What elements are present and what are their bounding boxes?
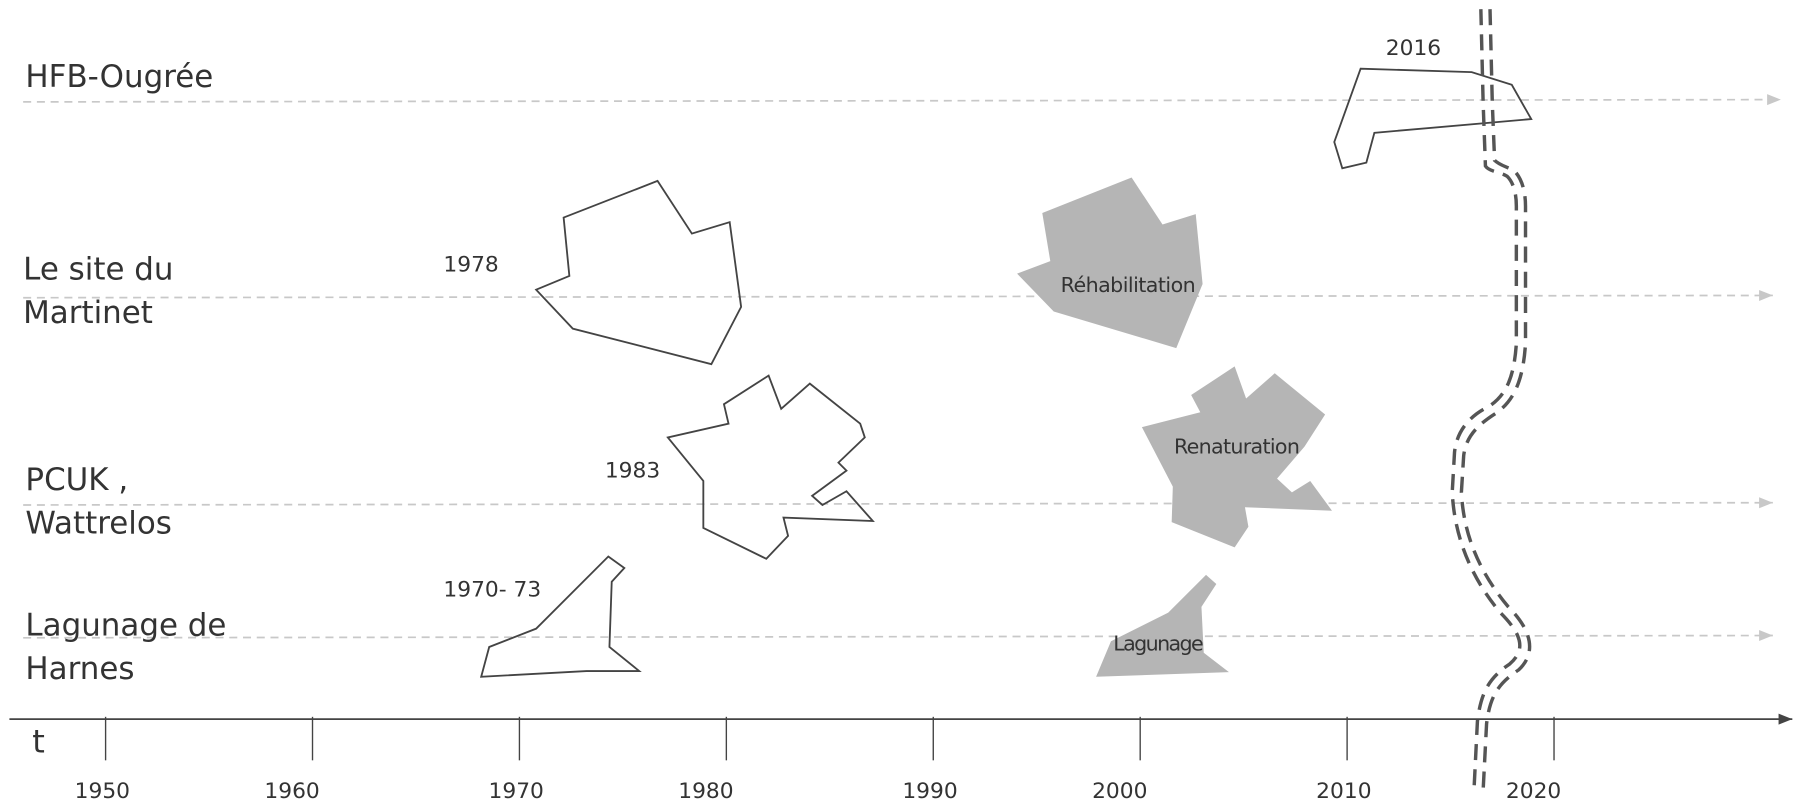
- tick-label: 1990: [902, 779, 957, 804]
- row-guide: [23, 497, 1773, 509]
- tick-label: 2000: [1092, 779, 1147, 804]
- dashed-line: [1450, 9, 1522, 791]
- row-label-line: Martinet: [23, 295, 153, 331]
- year-labels: 2016 1978 1983 1970- 73: [443, 36, 1441, 603]
- present-line: [1450, 9, 1532, 791]
- row-label-line: Le site du: [23, 251, 173, 287]
- row-label: PCUK , Wattrelos: [25, 462, 171, 542]
- outline-shapes: [479, 67, 1533, 678]
- time-axis: t 1950 1960 1970 1980 1990 2000 2010 2020: [9, 713, 1793, 804]
- row-label-line: Wattrelos: [25, 506, 171, 542]
- tick-label: 1980: [678, 779, 733, 804]
- site-shape: [534, 179, 743, 366]
- stage-labels: Réhabilitation Renaturation Lagunage: [1061, 273, 1300, 655]
- tick-label: 1950: [75, 779, 130, 804]
- row-label-line: PCUK ,: [25, 462, 128, 498]
- row-guide: [23, 630, 1773, 642]
- year-label: 1978: [443, 252, 498, 277]
- tick-label: 1960: [264, 779, 319, 804]
- dashed-line: [1459, 9, 1532, 791]
- stage-shape: [1096, 574, 1229, 677]
- row-label: HFB-Ougrée: [25, 59, 213, 95]
- year-label: 2016: [1386, 36, 1441, 61]
- tick-label: 2010: [1316, 779, 1371, 804]
- row-label-line: Lagunage de: [25, 608, 226, 644]
- stage-label: Lagunage: [1113, 631, 1203, 655]
- site-shape: [479, 555, 642, 678]
- stage-label: Renaturation: [1174, 434, 1300, 458]
- row-label-line: Harnes: [25, 651, 134, 687]
- row-label-line: HFB-Ougrée: [25, 59, 213, 95]
- site-shape: [666, 374, 875, 560]
- guides: [23, 94, 1781, 642]
- year-label: 1983: [605, 459, 660, 484]
- row-guide: [23, 289, 1773, 301]
- stage-shape: [1017, 177, 1203, 349]
- row-label: Le site du Martinet: [23, 251, 173, 331]
- year-label: 1970- 73: [443, 578, 541, 603]
- stage-shape: [1141, 366, 1332, 548]
- site-shape: [1333, 67, 1533, 170]
- row-guide: [23, 94, 1781, 106]
- row-label: Lagunage de Harnes: [25, 608, 226, 688]
- tick-label: 1970: [489, 779, 544, 804]
- axis-label: t: [32, 722, 45, 760]
- row-labels: HFB-Ougrée Le site du Martinet PCUK , Watt…: [23, 59, 226, 687]
- stage-shapes: [1017, 177, 1332, 677]
- stage-label: Réhabilitation: [1061, 273, 1196, 297]
- ticks: 1950 1960 1970 1980 1990 2000 2010 2020: [75, 716, 1561, 804]
- tick-label: 2020: [1506, 779, 1561, 804]
